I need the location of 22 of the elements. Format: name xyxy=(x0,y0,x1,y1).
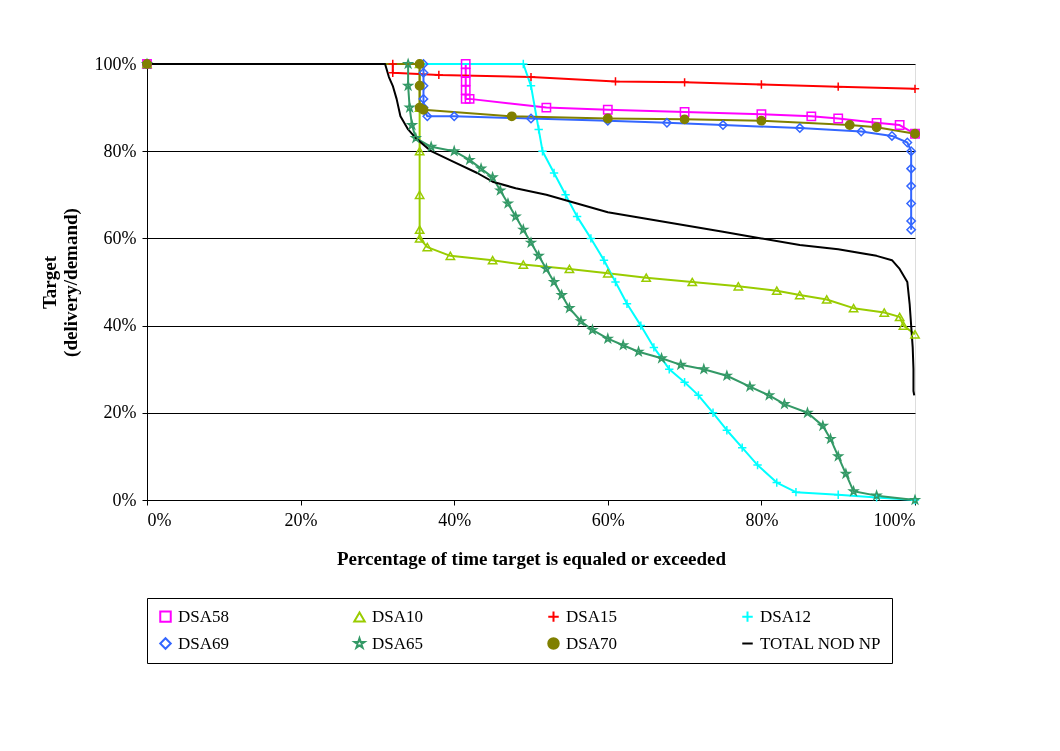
x-tick-label: 60% xyxy=(591,509,625,530)
y-tick-label: 40% xyxy=(103,315,137,336)
x-tick-label: 40% xyxy=(438,509,472,530)
legend-label: DSA58 xyxy=(178,606,230,626)
y-tick-label: 80% xyxy=(103,140,137,161)
legend-label: DSA12 xyxy=(760,606,812,626)
x-tick-label: 100% xyxy=(873,509,916,530)
x-tick-label: 80% xyxy=(745,509,779,530)
y-tick-label: 0% xyxy=(112,489,137,510)
x-axis-title: Percentage of time target is equaled or exceeded xyxy=(336,547,727,569)
x-tick-label: 20% xyxy=(284,509,318,530)
legend-label: DSA10 xyxy=(372,606,424,626)
legend-label: DSA69 xyxy=(178,633,230,653)
legend-label: DSA70 xyxy=(566,633,618,653)
legend-label: DSA65 xyxy=(372,633,424,653)
legend-label: TOTAL NOD NP xyxy=(760,633,881,653)
y-axis-title: Target (delivery/demand) xyxy=(38,208,82,357)
y-tick-label: 100% xyxy=(94,53,137,74)
y-tick-label: 20% xyxy=(103,402,137,423)
x-tick-label: 0% xyxy=(147,509,172,530)
y-tick-label: 60% xyxy=(103,227,137,248)
legend-label: DSA15 xyxy=(566,606,618,626)
